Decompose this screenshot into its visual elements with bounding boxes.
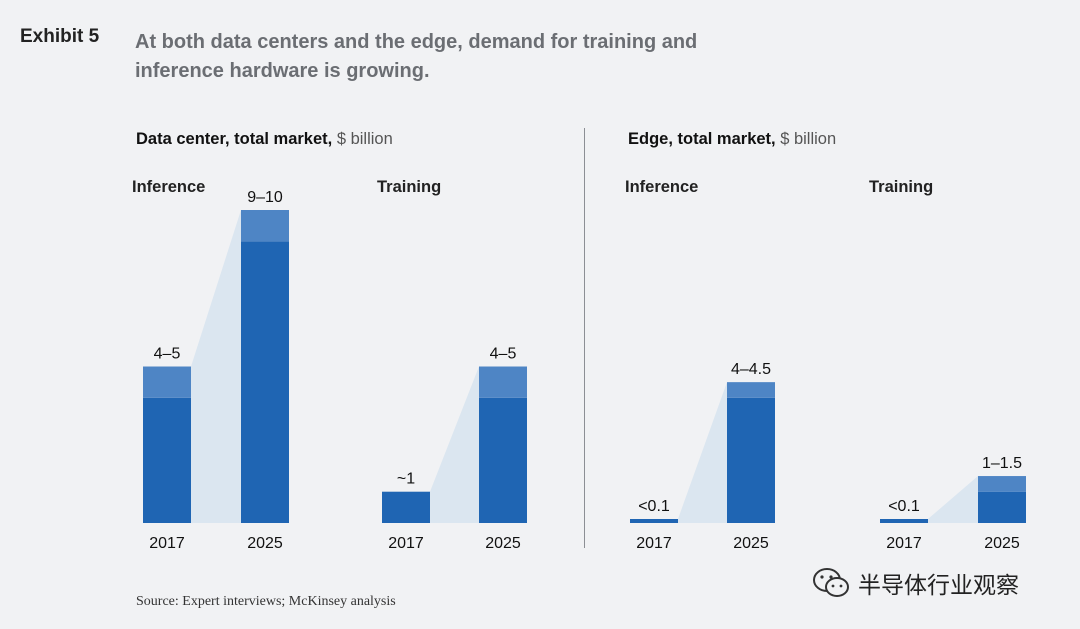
watermark-text: 半导体行业观察 <box>858 573 1019 599</box>
year-tick-label: 2017 <box>388 535 424 552</box>
exhibit-title-line-2: inference hardware is growing. <box>135 60 430 82</box>
year-tick-label: 2025 <box>247 535 283 552</box>
bar-low-segment <box>143 397 191 523</box>
group-title-dc-inference: Inference <box>132 178 206 196</box>
bar-range-segment <box>978 476 1026 492</box>
panel-unit: $ billion <box>775 130 837 148</box>
year-tick-label: 2025 <box>984 535 1020 552</box>
value-label: 4–5 <box>490 346 517 363</box>
year-tick-label: 2017 <box>149 535 185 552</box>
bar-low-segment <box>382 491 430 523</box>
panel-title-edge: Edge, total market, $ billion <box>628 130 836 149</box>
year-tick-label: 2017 <box>636 535 672 552</box>
group-title-edge-training: Training <box>869 178 934 196</box>
connector-area <box>430 366 479 523</box>
bar-range-segment <box>727 382 775 398</box>
panel-title-text: Data center, total market, <box>136 130 333 148</box>
value-label: ~1 <box>397 471 415 488</box>
bar-range-segment <box>241 210 289 242</box>
value-label: 9–10 <box>247 189 283 206</box>
bar-low-segment <box>727 397 775 523</box>
year-tick-label: 2017 <box>886 535 922 552</box>
wechat-icon <box>813 568 849 597</box>
bar-range-segment <box>479 366 527 398</box>
year-tick-label: 2025 <box>733 535 769 552</box>
exhibit-title-line-1: At both data centers and the edge, deman… <box>135 31 698 53</box>
bar-low-segment <box>880 519 928 523</box>
exhibit-label: Exhibit 5 <box>20 26 100 47</box>
value-label: 4–5 <box>154 346 181 363</box>
bar-low-segment <box>630 519 678 523</box>
year-tick-label: 2025 <box>485 535 521 552</box>
value-label: 4–4.5 <box>731 361 771 378</box>
source-note: Source: Expert interviews; McKinsey anal… <box>136 594 396 609</box>
value-label: <0.1 <box>888 498 920 515</box>
group-title-dc-training: Training <box>377 178 442 196</box>
panel-title-data-center: Data center, total market, $ billion <box>136 130 393 149</box>
panel-divider <box>584 128 585 548</box>
panel-unit: $ billion <box>332 130 393 148</box>
bar-low-segment <box>978 491 1026 523</box>
exhibit-title: At both data centers and the edge, deman… <box>135 28 855 86</box>
bar-low-segment <box>479 397 527 523</box>
connector-area <box>191 210 241 523</box>
bar-range-segment <box>143 366 191 398</box>
connector-area <box>678 382 727 523</box>
value-label: <0.1 <box>638 498 670 515</box>
watermark: 半导体行业观察 <box>812 566 1019 600</box>
value-label: 1–1.5 <box>982 455 1022 472</box>
connector-area <box>928 476 978 523</box>
panel-title-text: Edge, total market, <box>628 130 776 148</box>
bar-low-segment <box>241 241 289 524</box>
group-title-edge-inference: Inference <box>625 178 699 196</box>
